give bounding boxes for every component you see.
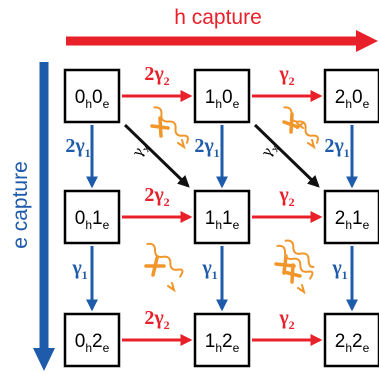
- recombination-rate-label: γx: [259, 140, 283, 162]
- svg-text:1h2e: 1h2e: [205, 331, 240, 355]
- recombination-arrow: [253, 123, 320, 188]
- state-box: 0h0e: [63, 68, 121, 124]
- state-box: 2h2e: [323, 312, 379, 368]
- wavy-photon-icon: [276, 244, 314, 295]
- electron-rate-label: 2γ1: [65, 135, 90, 160]
- hole-rate-label: γ2: [278, 63, 294, 88]
- hole-rate-label: 2γ2: [144, 184, 169, 209]
- svg-text:1h0e: 1h0e: [205, 87, 240, 111]
- recombination-arrow: [123, 123, 190, 188]
- electron-capture-transitions: 2γ1 2γ1 2γ1 γ1 γ1 γ1: [65, 125, 358, 312]
- electron-rate-label: 2γ1: [194, 135, 219, 160]
- electron-rate-label: 2γ1: [324, 135, 349, 160]
- state-box: 2h1e: [323, 189, 379, 245]
- svg-text:0h2e: 0h2e: [75, 331, 110, 355]
- hole-capture-label: h capture: [174, 6, 262, 29]
- hole-rate-label: 2γ2: [144, 63, 169, 88]
- hole-axis-arrowhead: [356, 30, 378, 52]
- state-box: 1h0e: [193, 68, 251, 124]
- electron-rate-label: γ1: [201, 257, 217, 282]
- svg-text:2h1e: 2h1e: [335, 208, 370, 232]
- electron-rate-label: γ1: [331, 257, 347, 282]
- state-box: 1h1e: [193, 189, 251, 245]
- cross-mark-icon: [274, 254, 302, 284]
- cross-mark-icon: [150, 116, 170, 138]
- state-grid: 0h0e 1h0e 2h0e 0h1e 1h1e: [63, 68, 379, 368]
- hole-rate-label: 2γ2: [144, 307, 169, 332]
- svg-text:0h1e: 0h1e: [75, 208, 110, 232]
- cross-mark-icon: [144, 256, 166, 277]
- wavy-photon-icon: [153, 106, 189, 150]
- svg-text:2h0e: 2h0e: [335, 87, 370, 111]
- svg-text:1h1e: 1h1e: [205, 208, 240, 232]
- electron-rate-label: γ1: [71, 257, 87, 282]
- hole-rate-label: γ2: [278, 307, 294, 332]
- svg-text:0h0e: 0h0e: [75, 87, 110, 111]
- svg-text:2h2e: 2h2e: [335, 331, 370, 355]
- electron-capture-label: e capture: [9, 161, 32, 249]
- state-box: 0h1e: [63, 189, 121, 245]
- wavy-photon-icon: [284, 239, 315, 268]
- wavy-photon-icon: [146, 242, 184, 293]
- hole-capture-axis: h capture: [66, 6, 378, 52]
- cross-mark-icon: [282, 112, 304, 134]
- hole-capture-transitions: 2γ2 γ2 2γ2 γ2 2γ2 γ2: [122, 63, 323, 346]
- electron-capture-axis: e capture: [9, 62, 55, 371]
- photon-emissions: [144, 106, 319, 295]
- hole-rate-label: γ2: [278, 184, 294, 209]
- state-box: 2h0e: [323, 68, 379, 124]
- electron-axis-arrowhead: [33, 348, 55, 371]
- state-box: 0h2e: [63, 312, 121, 368]
- state-box: 1h2e: [193, 312, 251, 368]
